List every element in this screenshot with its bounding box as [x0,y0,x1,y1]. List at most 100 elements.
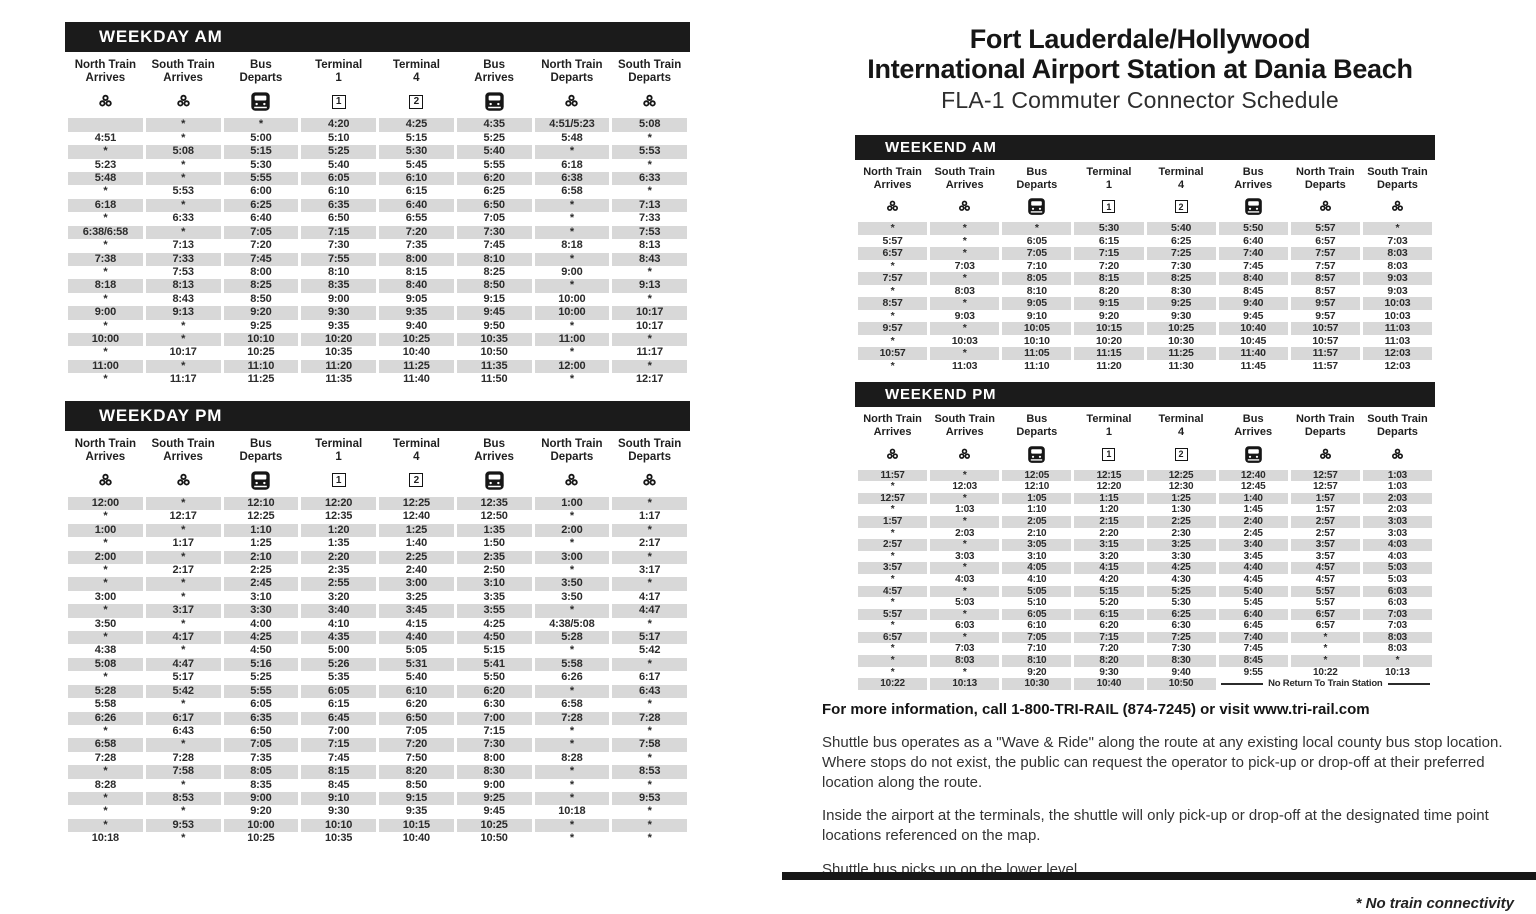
time-cell: 2:45 [1243,527,1263,539]
time-cell: 12:35 [325,510,353,523]
time-cell: 5:48 [561,131,583,144]
time-cell: 12:20 [301,497,376,511]
time-cell: * [647,131,652,144]
time-cell: 8:45 [1243,284,1264,297]
time-cell: 5:25 [301,145,376,159]
column-header-row: North Train Arrives South Train Arrives Bus D… [68,52,687,87]
schedule-row: * * * 5:30 5:40 5:50 5:57 * [858,222,1432,235]
time-cell: 3:05 [1002,539,1072,551]
column-header: Bus Arrives [474,437,514,463]
time-cell: 10:35 [456,332,532,347]
contact-info-line: For more information, call 1-800-TRI-RAI… [822,701,1370,718]
column-header: Bus Departs [1016,413,1058,438]
time-cell: * [534,145,610,159]
time-cell: 10:20 [1096,334,1122,347]
time-cell: 1:57 [858,515,928,528]
time-cell: 5:03 [1387,573,1408,585]
time-cell: * [534,225,610,240]
time-cell: 6:40 [1218,608,1288,621]
time-cell: 4:35 [301,631,376,645]
tri-rail-logo-icon [99,95,112,107]
time-cell: 1:15 [1074,492,1144,505]
time-cell: * [647,751,652,764]
column-header: Terminal 1 [1086,413,1132,438]
time-cell: 5:42 [145,684,221,699]
schedule-row: 11:00 * 11:10 11:20 11:25 11:35 12:00 * [68,359,687,374]
time-cell: 5:50 [1218,222,1288,235]
time-cell: 6:57 [1315,234,1336,247]
time-cell: * [1362,222,1432,235]
time-cell: 11:45 [1240,359,1266,372]
time-cell: 7:30 [456,738,532,752]
time-cell: 9:53 [612,791,687,806]
time-cell: 7:05 [223,738,299,752]
time-cell: 3:57 [1315,550,1335,562]
time-cell: 3:57 [858,562,928,574]
time-cell: 2:40 [1218,515,1288,528]
time-cell: 3:00 [94,590,116,603]
time-cell: 8:18 [68,279,143,293]
time-cell: 6:55 [405,212,427,225]
time-cell: 1:00 [68,523,143,538]
time-cell: 3:25 [1146,539,1216,551]
time-cell: 12:03 [1384,359,1411,372]
table-title-bar: WEEKEND AM [855,135,1435,160]
time-cell: 4:25 [379,118,454,132]
time-cell: 3:25 [405,590,427,603]
time-cell: 5:57 [882,234,903,247]
time-cell: 11:40 [1218,347,1288,360]
time-cell: * [103,510,108,523]
time-cell: 7:15 [1074,631,1144,644]
time-cell: 4:51/5:23 [534,118,610,132]
time-cell: 9:00 [68,306,143,320]
schedule-row: * 3:03 3:10 3:20 3:30 3:45 3:57 4:03 [858,551,1432,563]
schedule-row: 10:57 * 11:05 11:15 11:25 11:40 11:57 12:03 [858,347,1432,360]
time-cell: 7:30 [1170,259,1192,272]
time-cell: 9:45 [1243,309,1264,322]
time-cell: 9:35 [405,805,427,818]
time-cell: 3:30 [223,604,299,618]
time-cell: 7:45 [223,252,299,266]
time-cell: 5:08 [612,118,687,132]
time-cell: 9:45 [456,306,532,320]
time-cell: 6:57 [1290,608,1360,621]
column-header: North Train Arrives [863,166,922,191]
time-cell: 4:30 [1171,573,1191,585]
time-cell: 3:45 [379,604,454,618]
time-cell: 5:15 [223,145,299,159]
time-cell: 6:20 [405,698,427,711]
time-cell: 5:17 [172,671,194,684]
schedule-row: * 1:03 1:10 1:20 1:30 1:45 1:57 2:03 [858,504,1432,516]
time-cell: 6:40 [1243,234,1264,247]
weekend-pm-table: WEEKEND PM North Train Arrives South Train A… [855,382,1435,690]
time-cell: 2:57 [1315,527,1335,539]
tri-rail-logo-icon [565,95,579,107]
time-cell: * [569,724,574,737]
schedule-row: * 8:03 8:10 8:20 8:30 8:45 8:57 9:03 [858,285,1432,298]
time-cell: 3:35 [483,590,505,603]
time-cell: 11:50 [480,373,508,386]
time-cell: 7:05 [223,225,299,240]
time-cell: * [890,309,895,322]
time-cell: * [534,684,610,699]
time-cell: 1:57 [1290,492,1360,505]
time-cell: 8:30 [1146,655,1216,667]
time-cell: 3:03 [1387,527,1408,539]
page-title-line2: International Airport Station at Dania B… [867,54,1413,85]
time-cell: 12:10 [223,497,299,511]
time-cell: 5:55 [223,172,299,186]
schedule-row: 8:18 8:13 8:25 8:35 8:40 8:50 * 9:13 [68,279,687,293]
time-cell: * [145,359,221,374]
time-cell: 4:20 [1099,573,1119,585]
time-cell: 11:17 [169,373,197,386]
tri-rail-logo-icon [1391,200,1403,212]
column-header: South Train Arrives [934,166,995,191]
time-cell: 9:13 [612,279,687,293]
time-cell: 12:00 [68,497,143,511]
time-cell: 5:17 [612,631,687,645]
time-cell: 10:35 [325,346,353,359]
time-cell: 9:30 [328,805,350,818]
time-cell: 7:30 [1171,643,1191,655]
time-cell: 9:03 [954,309,975,322]
schedule-row: * 5:17 5:25 5:35 5:40 5:50 6:26 6:17 [68,671,687,684]
